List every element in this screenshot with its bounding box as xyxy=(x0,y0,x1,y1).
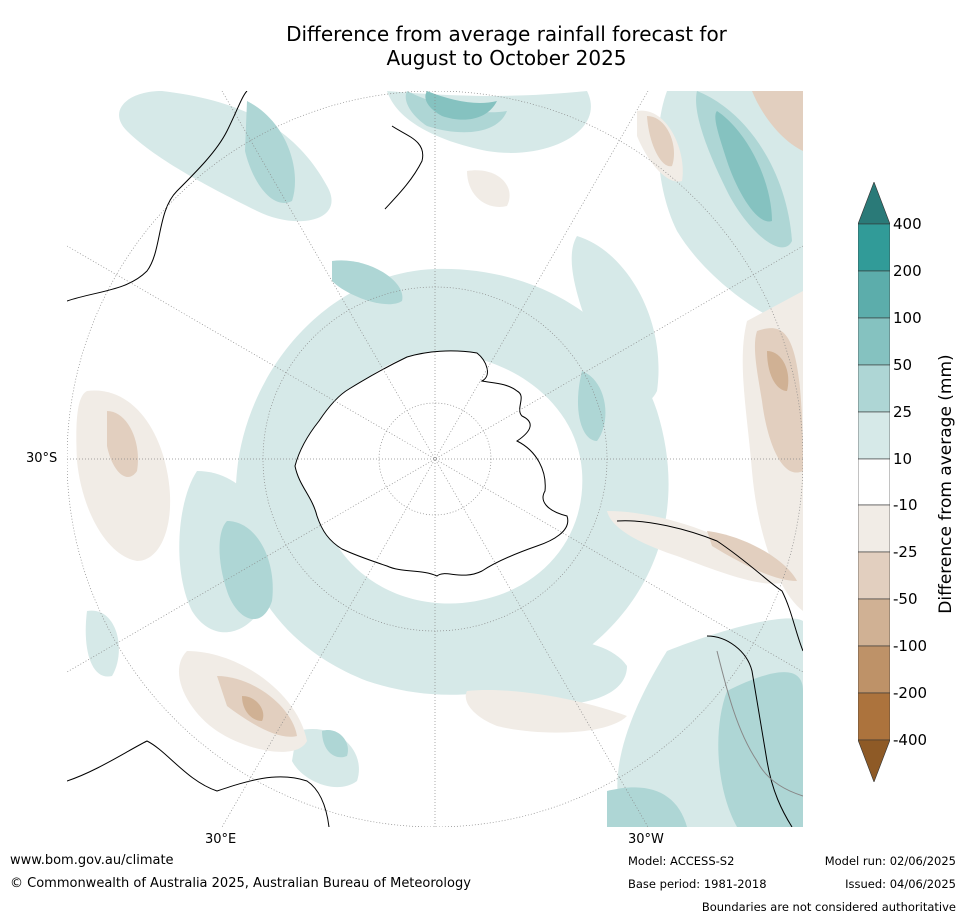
dry-patch xyxy=(242,696,264,721)
latitude-label-30s: 30°S xyxy=(26,451,58,466)
dry-patch xyxy=(707,531,797,581)
colorbar-bin xyxy=(858,317,890,366)
wet-patch xyxy=(718,672,803,827)
dry-patch xyxy=(754,328,803,473)
footer-base-period: Base period: 1981-2018 xyxy=(628,877,767,891)
colorbar-tick: 10 xyxy=(893,450,913,468)
new-zealand-coast xyxy=(384,125,424,210)
wet-patch xyxy=(85,610,119,677)
colorbar-extend-bottom xyxy=(858,739,890,782)
rainfall-anomaly-map[interactable] xyxy=(67,91,803,827)
colorbar xyxy=(858,182,890,782)
chart-title: Difference from average rainfall forecas… xyxy=(0,22,965,70)
title-line-2: August to October 2025 xyxy=(386,46,627,70)
colorbar-tick: 200 xyxy=(893,262,922,280)
dry-patch xyxy=(107,411,138,477)
wet-patch xyxy=(607,787,687,827)
footer-disclaimer: Boundaries are not considered authoritat… xyxy=(701,900,956,914)
colorbar-tick: 400 xyxy=(893,215,922,233)
wet-patch xyxy=(658,91,803,331)
colorbar-bin xyxy=(858,692,890,741)
footer-copyright: © Commonwealth of Australia 2025, Austra… xyxy=(10,876,471,891)
colorbar-bin xyxy=(858,458,890,506)
colorbar-tick: -50 xyxy=(893,590,918,608)
longitude-label-30e: 30°E xyxy=(205,832,237,847)
footer-model-run: Model run: 02/06/2025 xyxy=(824,854,956,868)
wet-anomaly-ring xyxy=(235,268,669,695)
colorbar-extend-top xyxy=(858,182,890,225)
colorbar-bin xyxy=(858,645,890,694)
dry-patch xyxy=(607,511,787,584)
graticule xyxy=(67,91,803,827)
wet-patch-strong xyxy=(715,111,772,222)
footer-model: Model: ACCESS-S2 xyxy=(628,854,735,868)
colorbar-tick: -10 xyxy=(893,496,918,514)
wet-patch-strong xyxy=(425,91,497,120)
colorbar-bin xyxy=(858,270,890,319)
colorbar-tick: 25 xyxy=(893,403,913,421)
africa-coast xyxy=(67,740,330,827)
wet-patch xyxy=(571,236,659,404)
dry-patch xyxy=(467,170,510,207)
dry-patch xyxy=(465,690,627,733)
footer-issued: Issued: 04/06/2025 xyxy=(845,877,956,891)
colorbar-bin xyxy=(858,598,890,647)
wet-patch xyxy=(219,521,273,620)
wet-patch xyxy=(474,639,627,705)
wet-patch xyxy=(322,730,348,758)
wet-patch xyxy=(577,371,606,441)
antarctica-land xyxy=(294,350,569,577)
title-line-1: Difference from average rainfall forecas… xyxy=(286,22,727,46)
colorbar-tick: 100 xyxy=(893,309,922,327)
longitude-label-30w: 30°W xyxy=(628,832,664,847)
country-border xyxy=(716,650,803,797)
dry-patch xyxy=(752,91,803,151)
australia-coast xyxy=(67,91,248,302)
colorbar-tick: -100 xyxy=(893,637,928,655)
colorbar-bin xyxy=(858,411,890,460)
footer-url[interactable]: www.bom.gov.au/climate xyxy=(10,853,174,868)
colorbar-bin xyxy=(858,551,890,600)
wet-patch xyxy=(245,101,295,203)
colorbar-tick: -200 xyxy=(893,684,928,702)
colorbar-bin xyxy=(858,223,890,272)
dry-patch xyxy=(647,116,675,167)
colorbar-bin xyxy=(858,504,890,553)
colorbar-tick: -400 xyxy=(893,731,928,749)
colorbar-label: Difference from average (mm) xyxy=(936,354,956,614)
dry-patch xyxy=(767,351,789,391)
colorbar-tick: 50 xyxy=(893,356,913,374)
south-america-coast xyxy=(616,520,803,827)
wet-patch xyxy=(332,260,403,305)
colorbar-bin xyxy=(858,364,890,413)
colorbar-tick: -25 xyxy=(893,543,918,561)
dry-patch xyxy=(76,390,171,561)
